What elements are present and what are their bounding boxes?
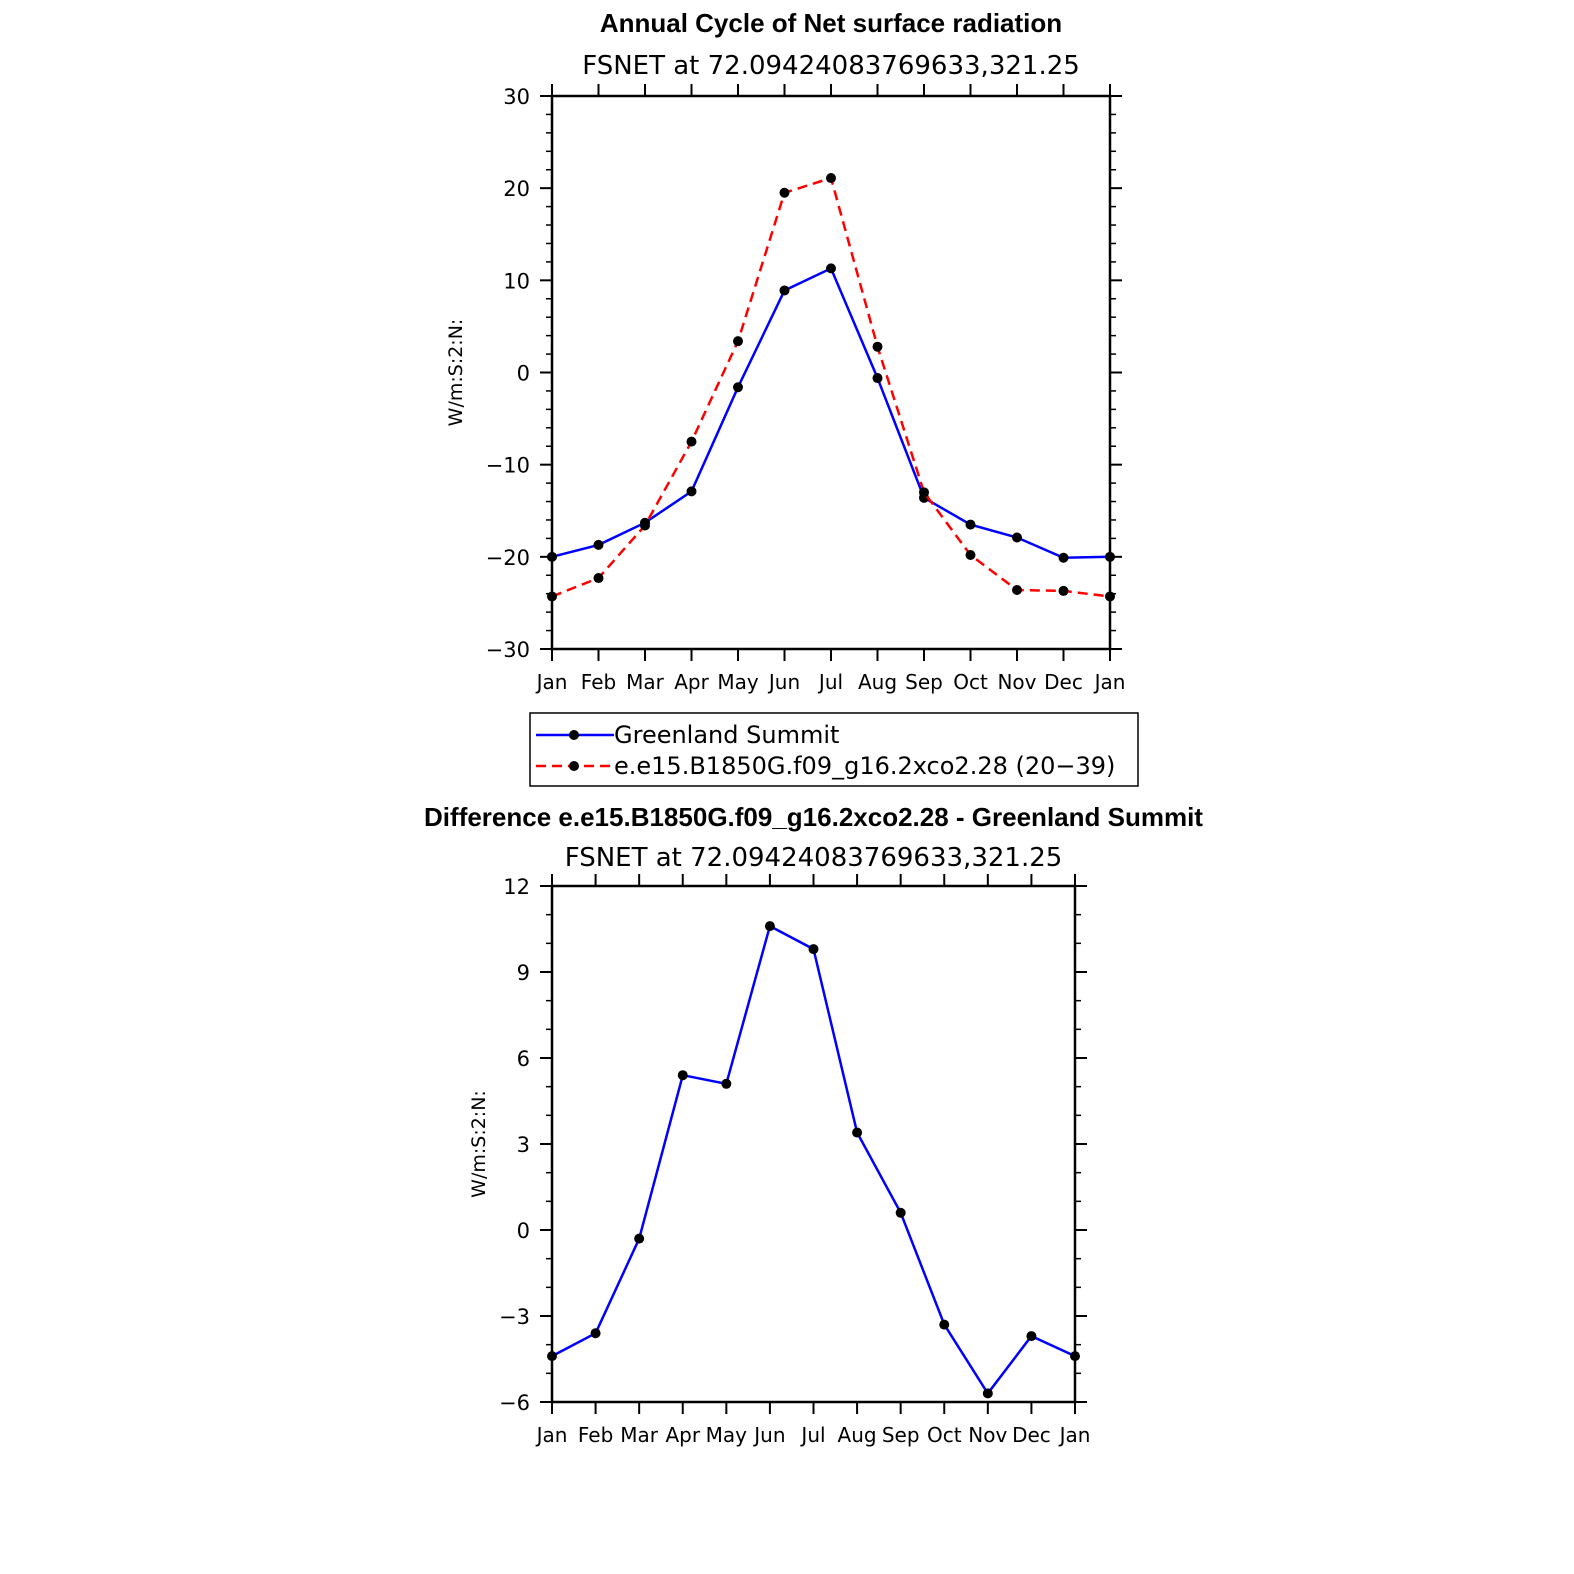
y-tick-label: −6: [499, 1391, 530, 1415]
data-point: [733, 382, 743, 393]
y-tick-label: 20: [503, 177, 530, 201]
data-point: [677, 1070, 688, 1081]
x-tick-label: Jul: [817, 670, 843, 694]
chart-subtitle: FSNET at 72.09424083769633,321.25: [565, 843, 1063, 873]
x-tick-label: Sep: [905, 670, 943, 694]
data-point: [1070, 1351, 1080, 1362]
x-tick-label: Feb: [578, 1423, 613, 1447]
x-tick-label: Apr: [674, 670, 709, 694]
x-tick-label: Oct: [927, 1423, 962, 1447]
chart-title: Difference e.e15.B1850G.f09_g16.2xco2.28…: [424, 802, 1203, 832]
data-point: [686, 436, 697, 447]
data-point: [547, 591, 557, 602]
legend-label-1: Greenland Summit: [614, 721, 839, 749]
y-tick-label: −3: [499, 1305, 530, 1329]
chart-panel-2: Difference e.e15.B1850G.f09_g16.2xco2.28…: [424, 802, 1203, 1447]
x-tick-label: Feb: [581, 670, 616, 694]
data-point: [965, 519, 976, 530]
data-point: [852, 1127, 863, 1138]
x-tick-label: Mar: [620, 1423, 659, 1447]
data-point: [593, 539, 604, 550]
data-point: [590, 1328, 601, 1339]
data-point: [686, 486, 697, 497]
x-tick-label: May: [717, 670, 759, 694]
plot-frame: [550, 884, 1077, 1404]
data-point: [1012, 585, 1022, 596]
legend-marker-2: [569, 761, 579, 771]
y-tick-label: 6: [517, 1047, 530, 1071]
y-tick-label: 30: [503, 85, 530, 109]
chart-panel-1: Annual Cycle of Net surface radiation FSN…: [445, 8, 1139, 787]
data-point: [1105, 551, 1115, 562]
chart-subtitle: FSNET at 72.09424083769633,321.25: [582, 51, 1080, 81]
x-tick-label: Nov: [968, 1423, 1007, 1447]
data-point: [826, 173, 836, 184]
y-tick-label: 0: [517, 1219, 530, 1243]
x-tick-label: Oct: [953, 670, 988, 694]
x-tick-label: Sep: [882, 1423, 920, 1447]
x-tick-label: Apr: [665, 1423, 700, 1447]
legend-marker-1: [569, 730, 579, 740]
data-point: [1058, 552, 1069, 563]
data-point: [547, 1351, 557, 1362]
y-tick-label: 9: [517, 961, 530, 985]
data-point: [965, 549, 976, 560]
legend-box: [529, 712, 1139, 787]
x-tick-label: Dec: [1012, 1423, 1051, 1447]
legend: Greenland Summit e.e15.B1850G.f09_g16.2xc…: [529, 712, 1139, 787]
data-point: [733, 336, 743, 347]
y-tick-label: 12: [503, 875, 530, 899]
chart-title: Annual Cycle of Net surface radiation: [600, 8, 1062, 38]
data-point: [593, 573, 604, 584]
x-tick-label: Jul: [799, 1423, 825, 1447]
x-tick-label: Jun: [767, 670, 800, 694]
x-tick-label: Jan: [1058, 1423, 1091, 1447]
data-point: [872, 373, 883, 384]
data-point: [895, 1207, 906, 1218]
data-point: [872, 341, 883, 352]
data-point: [721, 1078, 732, 1089]
series-line-2: [551, 176, 1111, 598]
data-point: [1058, 585, 1069, 596]
y-axis-label: W/m:S:2:N:: [445, 319, 467, 427]
x-tick-label: Aug: [838, 1423, 877, 1447]
y-tick-label: −20: [486, 546, 530, 570]
data-point: [1012, 532, 1022, 543]
y-axis-label: W/m:S:2:N:: [468, 1090, 490, 1198]
data-point: [1105, 591, 1115, 602]
x-tick-label: Aug: [858, 670, 897, 694]
data-point: [982, 1388, 993, 1399]
x-tick-label: Nov: [997, 670, 1036, 694]
x-tick-label: Jan: [1093, 670, 1126, 694]
y-tick-label: 0: [517, 362, 530, 386]
x-tick-label: Jun: [752, 1423, 785, 1447]
data-point: [1026, 1331, 1037, 1342]
data-point: [919, 487, 929, 498]
series-line-1: [551, 266, 1111, 560]
data-point: [826, 263, 836, 274]
data-point: [779, 187, 790, 198]
data-point: [779, 285, 790, 296]
legend-label-2: e.e15.B1850G.f09_g16.2xco2.28 (20−39): [614, 752, 1115, 780]
x-tick-label: Dec: [1044, 670, 1083, 694]
x-tick-label: Jan: [535, 1423, 568, 1447]
data-point: [640, 520, 650, 531]
y-tick-label: 3: [517, 1133, 530, 1157]
y-tick-label: −10: [486, 454, 530, 478]
data-point: [634, 1233, 645, 1244]
data-point: [547, 551, 557, 562]
data-point: [764, 921, 775, 932]
x-tick-label: May: [706, 1423, 748, 1447]
y-tick-label: −30: [486, 638, 530, 662]
series-line-1: [551, 924, 1076, 1396]
x-tick-label: Jan: [535, 670, 568, 694]
y-tick-label: 10: [503, 269, 530, 293]
data-point: [939, 1319, 950, 1330]
data-point: [808, 944, 819, 955]
x-tick-label: Mar: [626, 670, 665, 694]
